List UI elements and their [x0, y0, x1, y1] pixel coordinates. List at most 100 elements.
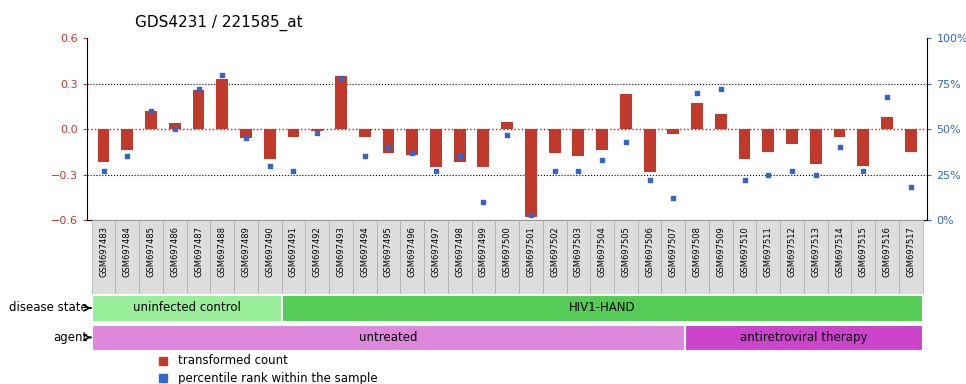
Bar — [620, 94, 632, 129]
Text: GSM697504: GSM697504 — [598, 226, 607, 276]
Bar — [448, 220, 471, 294]
Text: HIV1-HAND: HIV1-HAND — [569, 301, 636, 314]
Point — [666, 195, 681, 201]
Point — [760, 172, 776, 178]
Text: GSM697497: GSM697497 — [432, 226, 440, 277]
Bar — [804, 220, 828, 294]
Text: GSM697485: GSM697485 — [147, 226, 156, 277]
Text: transformed count: transformed count — [178, 354, 288, 367]
Point — [784, 168, 800, 174]
Text: GSM697510: GSM697510 — [740, 226, 749, 276]
Bar — [715, 114, 726, 129]
Bar — [851, 220, 875, 294]
Text: GSM697493: GSM697493 — [336, 226, 346, 277]
Bar — [549, 129, 560, 154]
Bar — [501, 122, 513, 129]
Bar — [905, 129, 917, 152]
Bar — [186, 220, 211, 294]
Bar — [377, 220, 400, 294]
Bar — [92, 325, 685, 351]
Bar — [430, 129, 441, 167]
Bar — [525, 129, 537, 217]
Bar — [407, 129, 418, 155]
Point — [428, 168, 443, 174]
Bar — [566, 220, 590, 294]
Text: agent: agent — [53, 331, 87, 344]
Bar — [311, 129, 324, 131]
Text: GSM697515: GSM697515 — [859, 226, 867, 276]
Bar — [643, 129, 656, 172]
Point — [286, 168, 301, 174]
Bar — [454, 129, 466, 162]
Point — [167, 126, 183, 132]
Text: GSM697486: GSM697486 — [170, 226, 180, 277]
Bar — [543, 220, 566, 294]
Text: GSM697514: GSM697514 — [835, 226, 844, 276]
Point — [475, 199, 491, 205]
Text: GSM697506: GSM697506 — [645, 226, 654, 277]
Point — [856, 168, 871, 174]
Point — [641, 177, 657, 183]
Bar — [756, 220, 781, 294]
Text: GSM697513: GSM697513 — [811, 226, 820, 277]
Bar — [614, 220, 638, 294]
Text: untreated: untreated — [359, 331, 417, 344]
Text: GSM697498: GSM697498 — [455, 226, 465, 277]
Point — [571, 168, 586, 174]
Bar — [115, 220, 139, 294]
Bar — [519, 220, 543, 294]
Text: GSM697511: GSM697511 — [764, 226, 773, 276]
Bar — [145, 111, 156, 129]
Bar — [400, 220, 424, 294]
Point — [214, 72, 230, 78]
Text: GSM697505: GSM697505 — [621, 226, 631, 276]
Point — [262, 162, 277, 169]
Text: GSM697491: GSM697491 — [289, 226, 298, 276]
Text: GSM697502: GSM697502 — [550, 226, 559, 276]
Text: GSM697487: GSM697487 — [194, 226, 203, 277]
Text: GSM697508: GSM697508 — [693, 226, 701, 277]
Bar — [282, 295, 923, 322]
Bar — [335, 76, 347, 129]
Point — [357, 153, 373, 159]
Bar — [709, 220, 732, 294]
Bar — [264, 129, 275, 159]
Bar — [92, 220, 115, 294]
Bar — [662, 220, 685, 294]
Text: GSM697494: GSM697494 — [360, 226, 369, 276]
Bar — [881, 117, 893, 129]
Text: GSM697489: GSM697489 — [242, 226, 250, 277]
Point — [309, 130, 325, 136]
Point — [405, 150, 420, 156]
Point — [333, 75, 349, 81]
Bar — [305, 220, 329, 294]
Point — [832, 144, 847, 151]
Point — [143, 108, 158, 114]
Bar — [211, 220, 234, 294]
Point — [524, 212, 539, 218]
Bar — [668, 129, 679, 134]
Point — [452, 153, 468, 159]
Text: GSM697503: GSM697503 — [574, 226, 582, 277]
Text: GSM697512: GSM697512 — [787, 226, 797, 276]
Point — [381, 144, 396, 151]
Text: GSM697484: GSM697484 — [123, 226, 131, 277]
Bar — [875, 220, 899, 294]
Bar — [596, 129, 608, 151]
Bar — [781, 220, 804, 294]
Bar — [241, 129, 252, 138]
Point — [547, 168, 562, 174]
Bar — [234, 220, 258, 294]
Point — [499, 132, 515, 138]
Bar — [192, 90, 205, 129]
Bar — [834, 129, 845, 137]
Point — [594, 157, 610, 163]
Bar — [383, 129, 394, 154]
Text: GSM697483: GSM697483 — [99, 226, 108, 277]
Point — [96, 168, 111, 174]
Text: GSM697516: GSM697516 — [883, 226, 892, 277]
Bar — [92, 295, 282, 322]
Bar — [258, 220, 282, 294]
Bar — [477, 129, 490, 167]
Bar — [810, 129, 822, 164]
